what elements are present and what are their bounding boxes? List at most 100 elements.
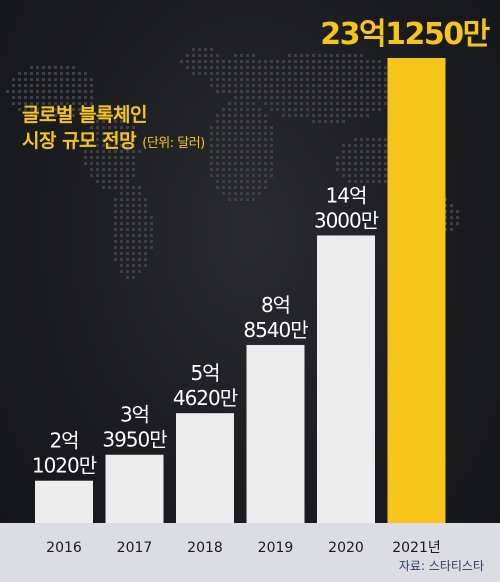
- map-dot: [144, 204, 147, 207]
- map-dot: [456, 210, 459, 213]
- map-dot: [342, 102, 345, 105]
- map-dot: [120, 186, 123, 189]
- map-dot: [354, 174, 357, 177]
- map-dot: [258, 108, 261, 111]
- map-dot: [240, 150, 243, 153]
- map-dot: [252, 162, 255, 165]
- map-dot: [264, 60, 267, 63]
- map-dot: [384, 102, 387, 105]
- map-dot: [114, 180, 117, 183]
- map-dot: [90, 168, 93, 171]
- map-dot: [24, 96, 27, 99]
- map-dot: [252, 186, 255, 189]
- map-dot: [318, 60, 321, 63]
- map-dot: [246, 90, 249, 93]
- map-dot: [60, 84, 63, 87]
- map-dot: [372, 108, 375, 111]
- map-dot: [222, 72, 225, 75]
- map-dot: [276, 90, 279, 93]
- map-dot: [258, 132, 261, 135]
- map-dot: [234, 114, 237, 117]
- map-dot: [294, 96, 297, 99]
- map-dot: [144, 228, 147, 231]
- map-dot: [180, 60, 183, 63]
- map-dot: [288, 84, 291, 87]
- map-dot: [12, 102, 15, 105]
- map-dot: [114, 240, 117, 243]
- map-dot: [216, 126, 219, 129]
- map-dot: [372, 66, 375, 69]
- map-dot: [210, 84, 213, 87]
- map-dot: [360, 102, 363, 105]
- map-dot: [228, 78, 231, 81]
- map-dot: [318, 66, 321, 69]
- map-dot: [150, 216, 153, 219]
- map-dot: [120, 252, 123, 255]
- map-dot: [222, 186, 225, 189]
- map-dot: [258, 60, 261, 63]
- map-dot: [228, 162, 231, 165]
- map-dot: [252, 108, 255, 111]
- map-dot: [120, 120, 123, 123]
- map-dot: [354, 66, 357, 69]
- map-dot: [282, 78, 285, 81]
- map-dot: [252, 90, 255, 93]
- map-dot: [240, 54, 243, 57]
- map-dot: [336, 108, 339, 111]
- map-dot: [120, 192, 123, 195]
- map-dot: [348, 84, 351, 87]
- map-dot: [354, 156, 357, 159]
- map-dot: [120, 114, 123, 117]
- map-dot: [114, 228, 117, 231]
- map-dot: [384, 174, 387, 177]
- map-dot: [126, 222, 129, 225]
- map-dot: [348, 108, 351, 111]
- map-dot: [366, 96, 369, 99]
- map-dot: [42, 96, 45, 99]
- map-dot: [234, 84, 237, 87]
- map-dot: [72, 114, 75, 117]
- map-dot: [246, 198, 249, 201]
- map-dot: [132, 198, 135, 201]
- map-dot: [288, 114, 291, 117]
- map-dot: [306, 114, 309, 117]
- map-dot: [366, 108, 369, 111]
- map-dot: [258, 120, 261, 123]
- map-dot: [282, 84, 285, 87]
- data-label: 8억: [261, 293, 290, 317]
- map-dot: [126, 228, 129, 231]
- map-dot: [144, 258, 147, 261]
- map-dot: [126, 210, 129, 213]
- map-dot: [132, 132, 135, 135]
- map-dot: [132, 246, 135, 249]
- map-dot: [120, 174, 123, 177]
- map-dot: [378, 144, 381, 147]
- map-dot: [330, 72, 333, 75]
- map-dot: [54, 96, 57, 99]
- map-dot: [372, 78, 375, 81]
- map-dot: [294, 102, 297, 105]
- map-dot: [84, 84, 87, 87]
- map-dot: [234, 156, 237, 159]
- map-dot: [216, 54, 219, 57]
- map-dot: [228, 198, 231, 201]
- map-dot: [222, 120, 225, 123]
- map-dot: [384, 138, 387, 141]
- map-dot: [234, 102, 237, 105]
- map-dot: [318, 102, 321, 105]
- map-dot: [54, 108, 57, 111]
- map-dot: [300, 78, 303, 81]
- map-dot: [204, 54, 207, 57]
- map-dot: [24, 78, 27, 81]
- map-dot: [366, 114, 369, 117]
- map-dot: [372, 138, 375, 141]
- map-dot: [36, 114, 39, 117]
- map-dot: [306, 102, 309, 105]
- baseline-band: [0, 523, 500, 582]
- map-dot: [150, 222, 153, 225]
- map-dot: [12, 90, 15, 93]
- data-label: 4620만: [173, 386, 238, 410]
- map-dot: [288, 72, 291, 75]
- map-dot: [42, 102, 45, 105]
- map-dot: [90, 78, 93, 81]
